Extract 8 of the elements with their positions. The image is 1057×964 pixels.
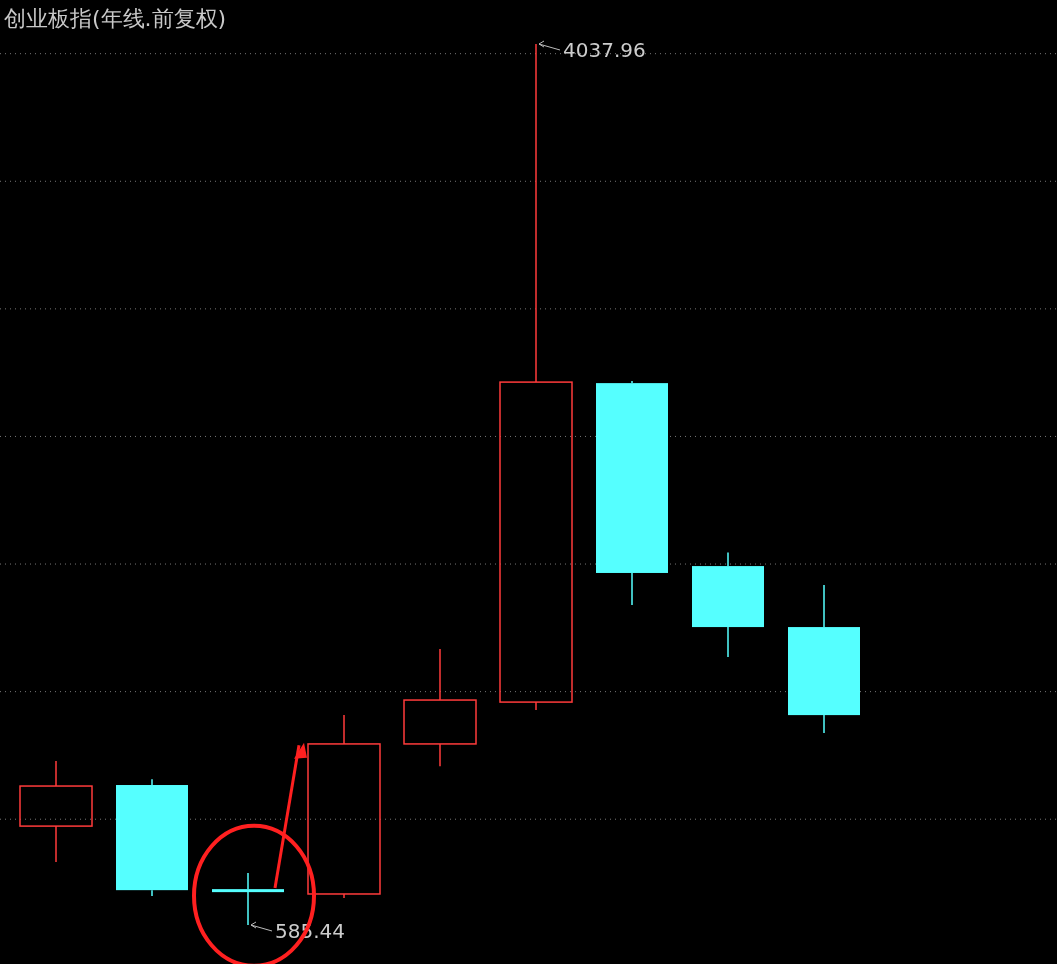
candlestick xyxy=(788,584,860,734)
candlestick xyxy=(116,778,188,897)
candlestick xyxy=(596,380,668,606)
annotation: 4037.96 xyxy=(563,38,646,62)
annotation: 4037.96 xyxy=(538,38,646,62)
candlestick xyxy=(212,872,284,926)
chart-title: 创业板指(年线.前复权) xyxy=(4,6,227,31)
candlestick xyxy=(692,551,764,658)
